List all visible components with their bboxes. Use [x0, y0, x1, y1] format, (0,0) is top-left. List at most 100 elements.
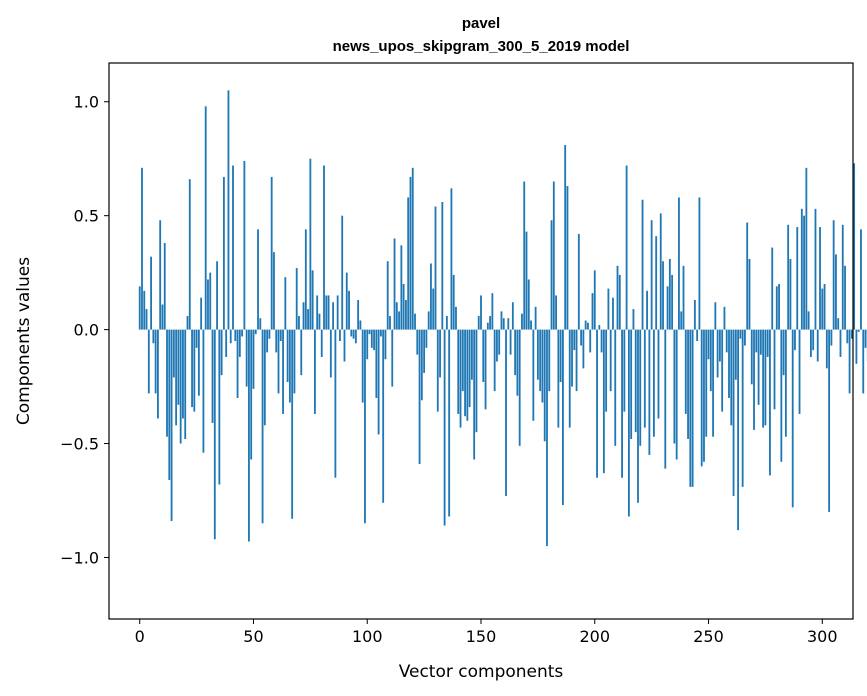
bar	[286, 329, 289, 383]
bar	[455, 306, 457, 330]
bar	[850, 329, 853, 339]
bar	[152, 329, 155, 344]
bar	[689, 329, 692, 487]
bar-series	[138, 90, 867, 547]
bar	[659, 213, 662, 330]
bar	[641, 199, 644, 330]
y-axis-ticks: −1.0 −0.5 0.0 0.5 1.0	[60, 93, 109, 567]
bar	[200, 297, 203, 330]
bar	[484, 329, 487, 410]
bar	[147, 329, 150, 394]
bar	[648, 329, 651, 455]
bar	[668, 258, 671, 330]
bar	[577, 233, 580, 330]
bar	[739, 329, 742, 339]
bar	[691, 329, 694, 487]
bar	[213, 329, 216, 540]
bar	[304, 229, 307, 330]
bar	[320, 329, 323, 357]
bar	[721, 329, 724, 412]
bar	[630, 329, 633, 439]
bar	[698, 197, 701, 330]
bar	[405, 299, 407, 330]
bar	[530, 320, 532, 330]
bar	[323, 165, 325, 330]
bar	[591, 293, 594, 330]
y-tick-label: −0.5	[60, 435, 99, 454]
bar	[634, 329, 637, 433]
bar	[329, 329, 332, 378]
bar	[486, 322, 489, 330]
bar	[848, 329, 851, 394]
bar	[166, 329, 168, 437]
bar	[416, 329, 419, 355]
bar	[830, 329, 833, 346]
bar	[141, 167, 143, 330]
chart-subtitle: news_upos_skipgram_300_5_2019 model	[333, 38, 630, 55]
bar	[693, 299, 696, 330]
bar	[184, 329, 187, 439]
bar	[154, 329, 157, 394]
bar	[593, 270, 596, 330]
bar	[575, 329, 578, 392]
bar	[605, 329, 608, 412]
bar	[193, 329, 196, 412]
bar	[684, 329, 687, 414]
bar	[373, 329, 375, 351]
bar	[459, 329, 462, 428]
bar	[300, 329, 303, 376]
y-tick-label: 0.5	[74, 207, 99, 226]
bar	[521, 313, 523, 330]
bar	[366, 329, 369, 360]
bar	[550, 220, 553, 330]
bar	[473, 329, 476, 460]
bar	[241, 329, 244, 337]
bar	[386, 261, 389, 330]
bar	[197, 329, 200, 396]
bar	[712, 329, 714, 437]
bar	[862, 329, 865, 394]
bar	[539, 329, 542, 392]
bar	[534, 306, 537, 330]
bar	[700, 329, 703, 467]
bar	[477, 315, 480, 330]
bar	[464, 329, 466, 417]
bar	[502, 318, 505, 330]
bar	[368, 329, 371, 335]
bar	[377, 329, 380, 435]
bar	[782, 329, 785, 376]
bar	[234, 329, 237, 341]
bar	[357, 299, 360, 330]
bar	[423, 329, 426, 373]
bar	[810, 329, 812, 357]
bar	[548, 329, 551, 392]
bar	[436, 329, 439, 412]
bar	[696, 329, 699, 341]
bar	[803, 215, 805, 330]
bar	[505, 329, 507, 496]
bar	[562, 329, 564, 506]
bar	[589, 329, 592, 353]
bar	[434, 206, 437, 330]
bar	[352, 329, 355, 339]
bar	[546, 329, 548, 547]
bar	[643, 329, 646, 428]
bar	[511, 302, 514, 330]
bar	[379, 329, 382, 337]
bar	[773, 329, 776, 410]
bar	[243, 160, 246, 330]
bar	[507, 318, 510, 330]
bar	[275, 329, 278, 353]
bar	[580, 329, 583, 346]
bar	[678, 197, 680, 330]
bar	[364, 329, 366, 524]
bar	[182, 329, 184, 419]
bar	[332, 302, 335, 330]
bar	[209, 272, 212, 330]
bar	[778, 284, 780, 330]
x-tick-label: 200	[579, 627, 610, 646]
bar	[402, 284, 405, 330]
bar	[573, 329, 576, 351]
bar	[618, 274, 621, 330]
